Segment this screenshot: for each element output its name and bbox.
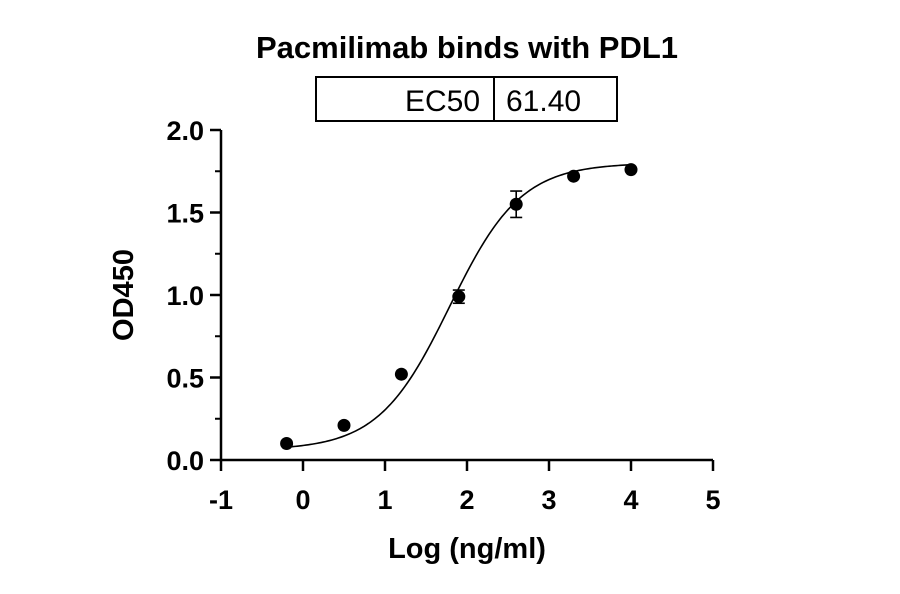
y-tick-label: 2.0	[166, 116, 204, 146]
ec50-table-border	[315, 76, 618, 122]
fit-curve	[286, 163, 632, 448]
data-point	[394, 367, 408, 381]
x-tick-label: -1	[209, 485, 233, 515]
y-axis-ticks: 0.0 0.5 1.0 1.5 2.0	[166, 116, 221, 476]
y-tick-label: 1.0	[166, 281, 204, 311]
data-point	[337, 418, 351, 432]
ec50-table: EC50 61.40	[315, 76, 618, 122]
x-tick-label: 4	[623, 485, 638, 515]
x-tick-label: 2	[459, 485, 474, 515]
data-point	[280, 437, 294, 450]
y-tick-label: 1.5	[166, 199, 204, 229]
data-point	[452, 290, 466, 304]
x-axis-ticks: -1 0 1 2 3 4 5	[209, 460, 721, 515]
x-axis: -1 0 1 2 3 4 5	[209, 458, 721, 515]
data-point	[624, 163, 638, 177]
y-axis: 0.0 0.5 1.0 1.5 2.0	[166, 116, 223, 476]
x-tick-label: 5	[705, 485, 720, 515]
data-points	[280, 163, 638, 450]
x-tick-label: 1	[377, 485, 392, 515]
data-point	[509, 197, 523, 211]
x-axis-title: Log (ng/ml)	[388, 533, 546, 565]
x-tick-label: 3	[541, 485, 556, 515]
y-axis-title: OD450	[108, 249, 140, 341]
y-tick-label: 0.0	[166, 446, 204, 476]
chart-title: Pacmilimab binds with PDL1	[256, 30, 678, 65]
ec50-value: 61.40	[506, 85, 581, 118]
ec50-label: EC50	[405, 85, 480, 118]
data-point	[567, 169, 581, 183]
x-tick-label: 0	[295, 485, 310, 515]
y-tick-label: 0.5	[166, 364, 204, 394]
